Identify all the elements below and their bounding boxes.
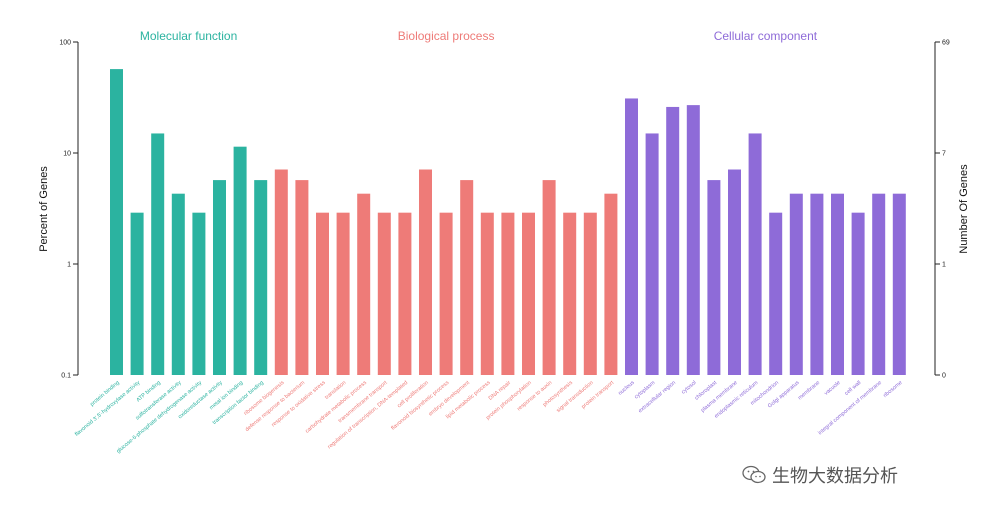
bar [583,212,597,375]
bar [151,133,165,375]
bar [769,212,783,375]
bar [439,212,453,375]
bar [233,146,247,375]
bar [604,193,618,375]
watermark-text: 生物大数据分析 [772,466,898,487]
bar [274,169,288,375]
right-axis-title: Number Of Genes [958,164,970,254]
bar [851,212,865,375]
category-label: signal transduction [556,380,595,414]
bar [377,212,391,375]
group-title: Cellular component [714,29,818,43]
right-tick-label: 1 [942,262,946,269]
bar [748,133,762,375]
bar [254,180,268,375]
bar [295,180,309,375]
left-tick-label: 100 [59,40,71,47]
bar [171,193,185,375]
bar [872,193,886,375]
group-titles: Molecular function Biological process Cell… [140,29,818,43]
bar [480,212,494,375]
bar [645,133,659,375]
bar [460,180,474,375]
bar [892,193,906,375]
bar [707,180,721,375]
bar [542,180,556,375]
left-tick-label: 10 [63,151,71,158]
bars [110,69,906,375]
bar [789,193,803,375]
watermark: 生物大数据分析 [742,462,898,488]
bar [336,212,350,375]
bar [831,193,844,375]
left-axis: 0.1 1 10 100 [59,40,79,380]
bar [810,193,824,375]
bar [110,69,123,375]
left-tick-label: 0.1 [61,373,71,380]
bar [522,212,535,375]
bar [625,98,638,375]
left-tick-label: 1 [67,262,71,269]
bar [213,180,226,375]
left-axis-title: Percent of Genes [38,166,50,252]
bar [686,105,700,375]
bar [130,212,144,375]
category-label: vacuole [823,380,841,397]
category-label: plasma membrane [700,380,739,414]
bar [398,212,412,375]
group-title: Molecular function [140,29,237,43]
bar [666,106,680,375]
right-tick-label: 69 [942,40,950,47]
group-title: Biological process [398,29,495,43]
category-label: ribosome [882,380,903,399]
category-label: extracellular region [638,380,677,414]
right-axis: 0 1 7 69 [934,40,950,380]
bar [563,212,577,375]
bar [728,169,741,375]
category-label: membrane [797,380,821,401]
right-tick-label: 7 [942,151,946,158]
bar [192,212,206,375]
category-label: nucleus [617,380,636,397]
wechat-icon [742,465,766,484]
category-label: cytosol [681,380,698,396]
bar [501,212,515,375]
category-label: cell wall [844,380,863,397]
right-tick-label: 0 [942,373,946,380]
bar [419,169,432,375]
bar [357,193,371,375]
bar [316,212,329,375]
